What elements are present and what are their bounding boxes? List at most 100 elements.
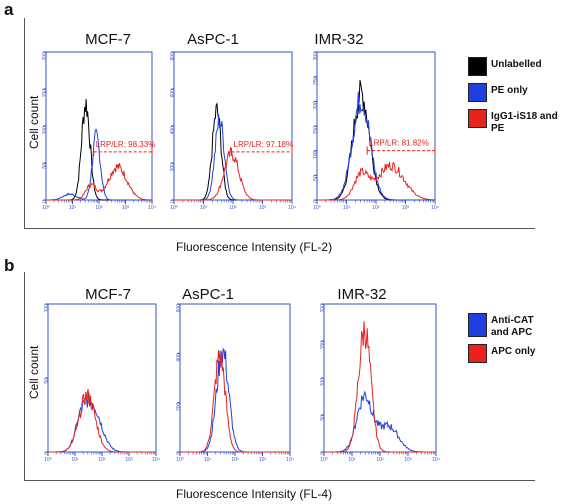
legend-apc-only: APC only	[468, 344, 535, 363]
gate-label: LRP/LR: 81.82%	[369, 139, 429, 148]
y-tick-label: 100	[42, 126, 48, 135]
panel-b-plot-mcf7: 0 50 100 10⁰ 10¹ 10² 10³ 10⁴	[44, 303, 160, 463]
panel-b-x-label: Fluorescence Intensity (FL-4)	[176, 487, 333, 501]
panel-a-plot-mcf7: 0 50 100 150 200 10⁰ 10¹ 10² 10³ 10⁴ LRP/LR: 98.33…	[42, 51, 156, 211]
y-tick-label: 0	[176, 452, 182, 455]
histogram-line	[317, 161, 436, 201]
legend-swatch-igg1	[468, 109, 487, 128]
legend-label-anti-cat: Anti-CAT and APC	[491, 315, 534, 338]
x-tick-label: 10²	[229, 205, 237, 211]
x-tick-label: 10⁰	[313, 205, 321, 211]
y-tick-label: 800	[170, 52, 176, 61]
y-tick-label: 0	[313, 200, 319, 203]
panel-b-frame	[24, 272, 535, 481]
panel-a-title-aspc1: AsPC-1	[187, 31, 239, 48]
legend-swatch-unlabelled	[468, 57, 487, 76]
x-tick-label: 10³	[402, 205, 410, 211]
panel-a-title-imr32: IMR-32	[314, 31, 364, 48]
y-tick-label: 50	[42, 163, 48, 169]
x-tick-label: 10⁴	[432, 457, 440, 463]
y-tick-label: 600	[170, 89, 176, 98]
legend-label-unlabelled: Unlabelled	[491, 59, 542, 70]
x-tick-label: 10¹	[200, 205, 208, 211]
x-tick-label: 10²	[376, 457, 384, 463]
y-tick-label: 0	[320, 452, 326, 455]
panel-b-y-label: Cell count	[27, 345, 41, 399]
y-tick-label: 150	[42, 89, 48, 98]
gate-label: LRP/LR: 98.33%	[96, 140, 156, 149]
histogram-line	[46, 128, 152, 201]
y-tick-label: 200	[170, 163, 176, 172]
legend-label-pe-only: PE only	[491, 85, 528, 96]
y-tick-label: 100	[44, 304, 50, 313]
panel-a-plot-imr32: 0 50 100 150 200 250 300 10⁰ 10¹ 10² 10³ 10⁴ LRP/LR:…	[313, 51, 439, 211]
histogram-line	[180, 348, 290, 453]
y-tick-label: 250	[313, 76, 319, 85]
plot-frame	[173, 51, 293, 201]
legend-label-igg1: IgG1-iS18 and PE	[491, 111, 558, 134]
x-tick-label: 10³	[122, 205, 130, 211]
y-tick-label: 200	[42, 52, 48, 61]
histogram-line	[324, 390, 436, 453]
y-tick-label: 150	[320, 341, 326, 350]
x-tick-label: 10³	[125, 457, 133, 463]
legend-swatch-anti-cat	[468, 313, 487, 337]
y-tick-label: 50	[313, 175, 319, 181]
panel-b-title-imr32: IMR-32	[337, 286, 387, 303]
x-tick-label: 10²	[372, 205, 380, 211]
legend-anti-cat: Anti-CAT and APC	[468, 313, 553, 339]
x-tick-label: 10⁰	[44, 457, 52, 463]
y-tick-label: 50	[320, 415, 326, 421]
y-tick-label: 150	[313, 126, 319, 135]
y-tick-label: 50	[44, 378, 50, 384]
panel-b-title-aspc1: AsPC-1	[182, 286, 234, 303]
histogram-line	[174, 146, 292, 201]
y-tick-label: 600	[176, 304, 182, 313]
panel-a-plot-aspc1: 0 200 400 600 800 10⁰ 10¹ 10² 10³ 10⁴ LRP/LR: 97.1…	[170, 51, 296, 211]
histogram-line	[46, 163, 152, 201]
x-tick-label: 10²	[231, 457, 239, 463]
y-tick-label: 200	[176, 402, 182, 411]
y-tick-label: 300	[313, 52, 319, 61]
plot-frame	[323, 303, 437, 453]
x-tick-label: 10³	[259, 205, 267, 211]
histogram-line	[180, 350, 290, 453]
legend-label-apc-only: APC only	[491, 346, 536, 357]
x-tick-label: 10¹	[69, 205, 77, 211]
panel-b-plot-aspc1: 0 200 400 600 10⁰ 10¹ 10² 10³ 10⁴	[176, 303, 294, 463]
x-tick-label: 10⁴	[288, 205, 296, 211]
y-tick-label: 400	[170, 126, 176, 135]
panel-a-frame	[24, 18, 535, 229]
y-tick-label: 100	[313, 150, 319, 159]
histogram-line	[324, 321, 436, 453]
x-tick-label: 10¹	[71, 457, 79, 463]
x-tick-label: 10⁰	[170, 205, 178, 211]
x-tick-label: 10²	[95, 205, 103, 211]
panel-a-x-label: Fluorescence Intensity (FL-2)	[176, 240, 333, 254]
legend-swatch-apc-only	[468, 344, 487, 363]
x-tick-label: 10⁴	[431, 205, 439, 211]
x-tick-label: 10¹	[204, 457, 212, 463]
y-tick-label: 200	[313, 101, 319, 110]
legend-igg1: IgG1-iS18 and PE	[468, 109, 567, 135]
x-tick-label: 10⁰	[320, 457, 328, 463]
histogram-line	[48, 388, 156, 453]
x-tick-label: 10³	[404, 457, 412, 463]
plot-frame	[45, 51, 153, 201]
legend-swatch-pe-only	[468, 83, 487, 102]
legend-pe-only: PE only	[468, 83, 528, 102]
legend-unlabelled: Unlabelled	[468, 57, 542, 76]
y-tick-label: 100	[320, 378, 326, 387]
plot-frame	[179, 303, 291, 453]
x-tick-label: 10⁴	[148, 205, 156, 211]
panel-a-letter: a	[4, 0, 14, 19]
x-tick-label: 10⁰	[176, 457, 184, 463]
gate-label: LRP/LR: 97.18%	[234, 140, 294, 149]
panel-a-title-mcf7: MCF-7	[85, 31, 131, 48]
x-tick-label: 10⁰	[42, 205, 50, 211]
x-tick-label: 10⁴	[152, 457, 160, 463]
x-tick-label: 10⁴	[286, 457, 294, 463]
y-tick-label: 400	[176, 353, 182, 362]
x-tick-label: 10¹	[343, 205, 351, 211]
x-tick-label: 10¹	[348, 457, 356, 463]
